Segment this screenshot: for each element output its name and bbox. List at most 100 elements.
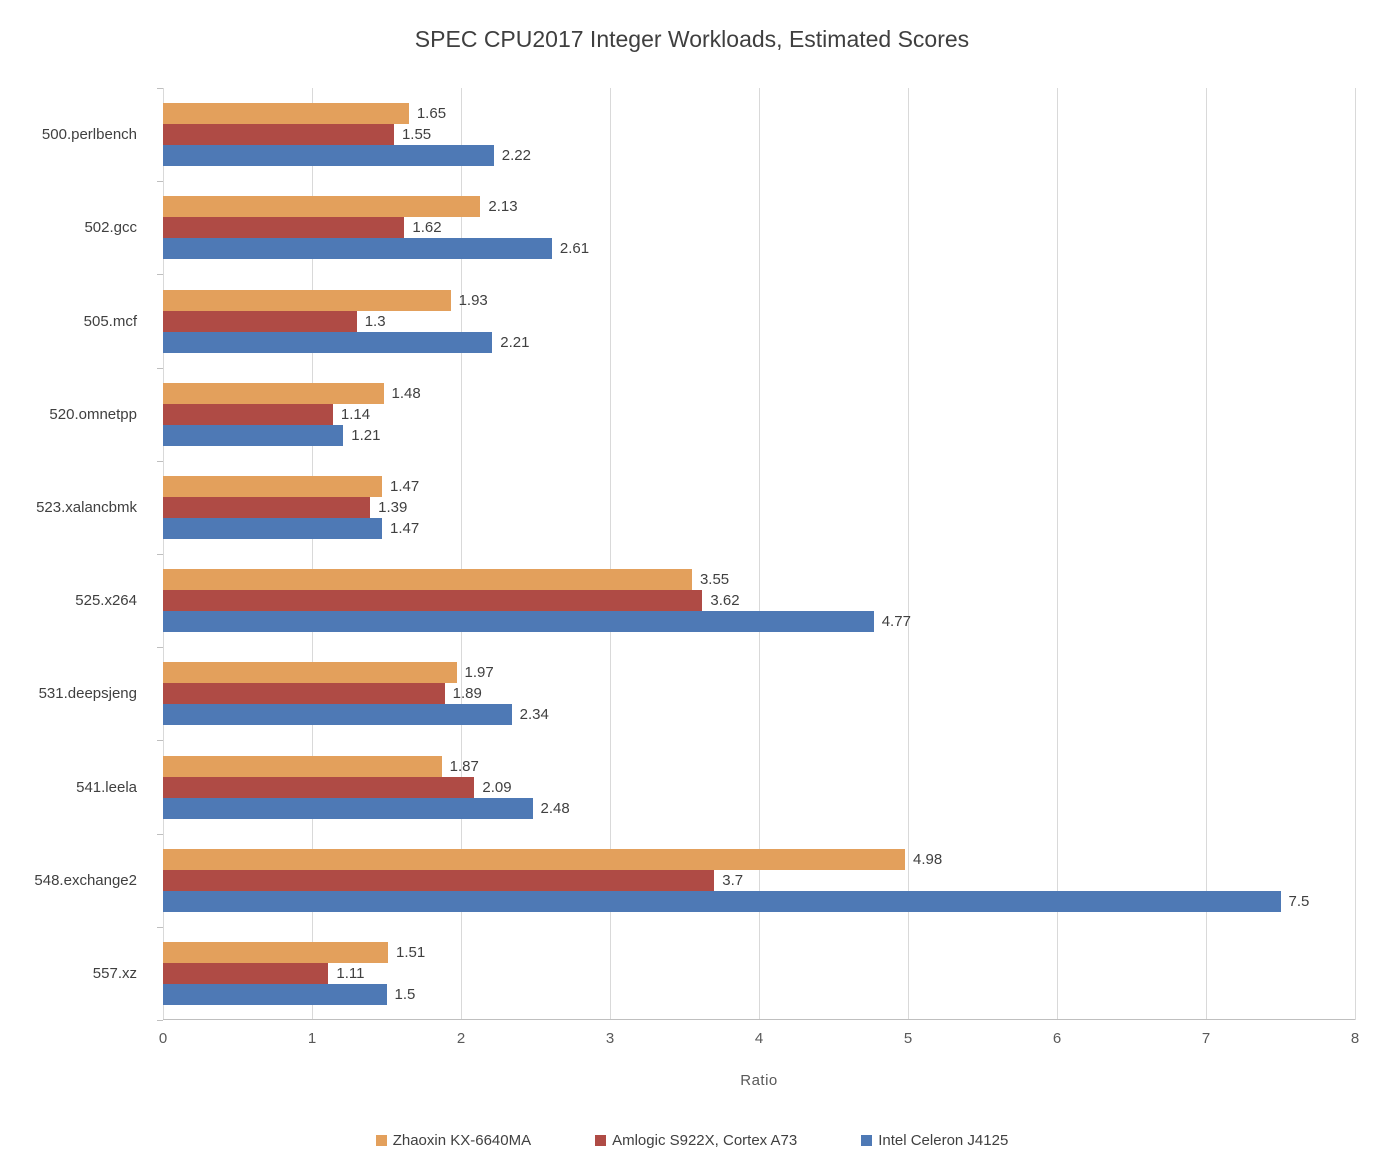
- bar: [163, 983, 387, 1005]
- bar: [163, 517, 383, 539]
- bar: [163, 331, 493, 353]
- x-tick-label: 7: [1201, 1030, 1211, 1047]
- value-label: 2.21: [500, 333, 530, 351]
- category-row: 1.51 1.11 1.5: [163, 927, 1355, 1020]
- bar-line: 1.62: [163, 217, 1355, 239]
- category-row: 4.98 3.7 7.5: [163, 834, 1355, 927]
- bar: [163, 611, 874, 633]
- category-row: 1.97 1.89 2.34: [163, 647, 1355, 740]
- category-row: 2.13 1.62 2.61: [163, 181, 1355, 274]
- category-row: 1.93 1.3 2.21: [163, 274, 1355, 367]
- category-label: 541.leela: [76, 778, 137, 796]
- category-tick: [157, 554, 163, 555]
- bar: [163, 289, 451, 311]
- bar-line: 3.55: [163, 569, 1355, 591]
- category-row: 1.87 2.09 2.48: [163, 740, 1355, 833]
- bar-line: 1.47: [163, 517, 1355, 539]
- legend-item: Intel Celeron J4125: [861, 1132, 1008, 1149]
- bar-line: 1.97: [163, 662, 1355, 684]
- value-label: 2.48: [540, 799, 570, 817]
- legend-label: Intel Celeron J4125: [878, 1132, 1009, 1149]
- legend-label: Amlogic S922X, Cortex A73: [612, 1132, 798, 1149]
- category-row: 1.48 1.14 1.21: [163, 368, 1355, 461]
- x-tick-label: 8: [1350, 1030, 1360, 1047]
- bar: [163, 196, 481, 218]
- category-label: 531.deepsjeng: [38, 685, 137, 703]
- bar-line: 4.98: [163, 848, 1355, 870]
- category-tick: [157, 274, 163, 276]
- bar-line: 1.87: [163, 755, 1355, 777]
- bar: [163, 403, 333, 425]
- value-label: 1.48: [391, 384, 421, 402]
- value-label: 2.22: [501, 147, 531, 165]
- x-tick-label: 1: [307, 1030, 317, 1047]
- x-tick-label: 3: [605, 1030, 615, 1047]
- bar-line: 3.62: [163, 590, 1355, 612]
- value-label: 1.11: [336, 964, 365, 982]
- value-label: 1.55: [401, 126, 432, 144]
- category-label: 500.perlbench: [41, 126, 137, 144]
- value-label: 7.5: [1288, 892, 1310, 910]
- value-label: 1.47: [390, 477, 420, 495]
- category-tick: [157, 740, 163, 742]
- gridline: [1057, 88, 1058, 1020]
- bar-line: 1.21: [163, 424, 1355, 446]
- category-row: 3.55 3.62 4.77: [163, 554, 1355, 647]
- bar: [163, 683, 445, 705]
- value-label: 2.61: [559, 240, 590, 258]
- bar-line: 2.09: [163, 776, 1355, 798]
- bar-line: 1.55: [163, 124, 1355, 146]
- gridline: [908, 88, 909, 1020]
- bar: [163, 704, 512, 726]
- bar: [163, 217, 405, 239]
- chart-title: SPEC CPU2017 Integer Workloads, Estimate…: [414, 26, 970, 52]
- gridline: [312, 88, 313, 1020]
- category-label: 557.xz: [92, 964, 137, 982]
- bar: [163, 962, 329, 984]
- x-tick-labels: 0 1 2 3 4 5 6 7 8: [159, 1030, 1359, 1050]
- bar: [163, 776, 475, 798]
- bar: [163, 869, 715, 891]
- bar: [163, 755, 442, 777]
- bar-line: 1.5: [163, 983, 1355, 1005]
- gridline: [1355, 88, 1356, 1020]
- gridline: [1206, 88, 1207, 1020]
- category-label: 525.x264: [75, 592, 137, 610]
- bar: [163, 941, 388, 963]
- value-label: 3.62: [710, 592, 740, 610]
- bar-line: 2.13: [163, 196, 1355, 218]
- legend-item: Zhaoxin KX-6640MA: [375, 1132, 532, 1149]
- x-tick-label: 4: [754, 1030, 764, 1047]
- bar: [163, 145, 494, 167]
- bar-line: 2.21: [163, 331, 1355, 353]
- value-label: 1.62: [412, 219, 442, 237]
- bar-line: 1.89: [163, 683, 1355, 705]
- value-label: 1.89: [452, 685, 482, 703]
- category-label: 523.xalancbmk: [36, 498, 137, 516]
- bar: [163, 662, 457, 684]
- x-axis-line: [163, 1019, 1355, 1020]
- value-label: 1.51: [395, 943, 426, 961]
- bar-line: 7.5: [163, 890, 1355, 912]
- bar: [163, 124, 394, 146]
- category-tick: [157, 367, 163, 369]
- value-label: 1.5: [394, 985, 416, 1003]
- value-label: 1.97: [464, 664, 494, 682]
- bar: [163, 569, 692, 591]
- bar: [163, 848, 906, 870]
- category-label: 502.gcc: [84, 219, 137, 237]
- value-label: 2.34: [519, 706, 549, 724]
- category-tick: [157, 833, 163, 835]
- value-label: 1.65: [416, 105, 447, 123]
- category-tick: [157, 181, 163, 183]
- legend-label: Zhaoxin KX-6640MA: [392, 1132, 532, 1149]
- legend: Zhaoxin KX-6640MA Amlogic S922X, Cortex A…: [0, 1132, 1384, 1149]
- value-label: 1.47: [390, 519, 420, 537]
- bar-line: 1.14: [163, 403, 1355, 425]
- category-tick: [157, 88, 163, 89]
- value-label: 1.93: [458, 291, 488, 309]
- category-label: 548.exchange2: [34, 871, 137, 889]
- category-tick: [157, 926, 163, 928]
- plot-area: 1.65 1.55 2.22 2.13 1.62 2.61 1.93 1.3 2.21 1.48 1…: [157, 88, 1356, 1021]
